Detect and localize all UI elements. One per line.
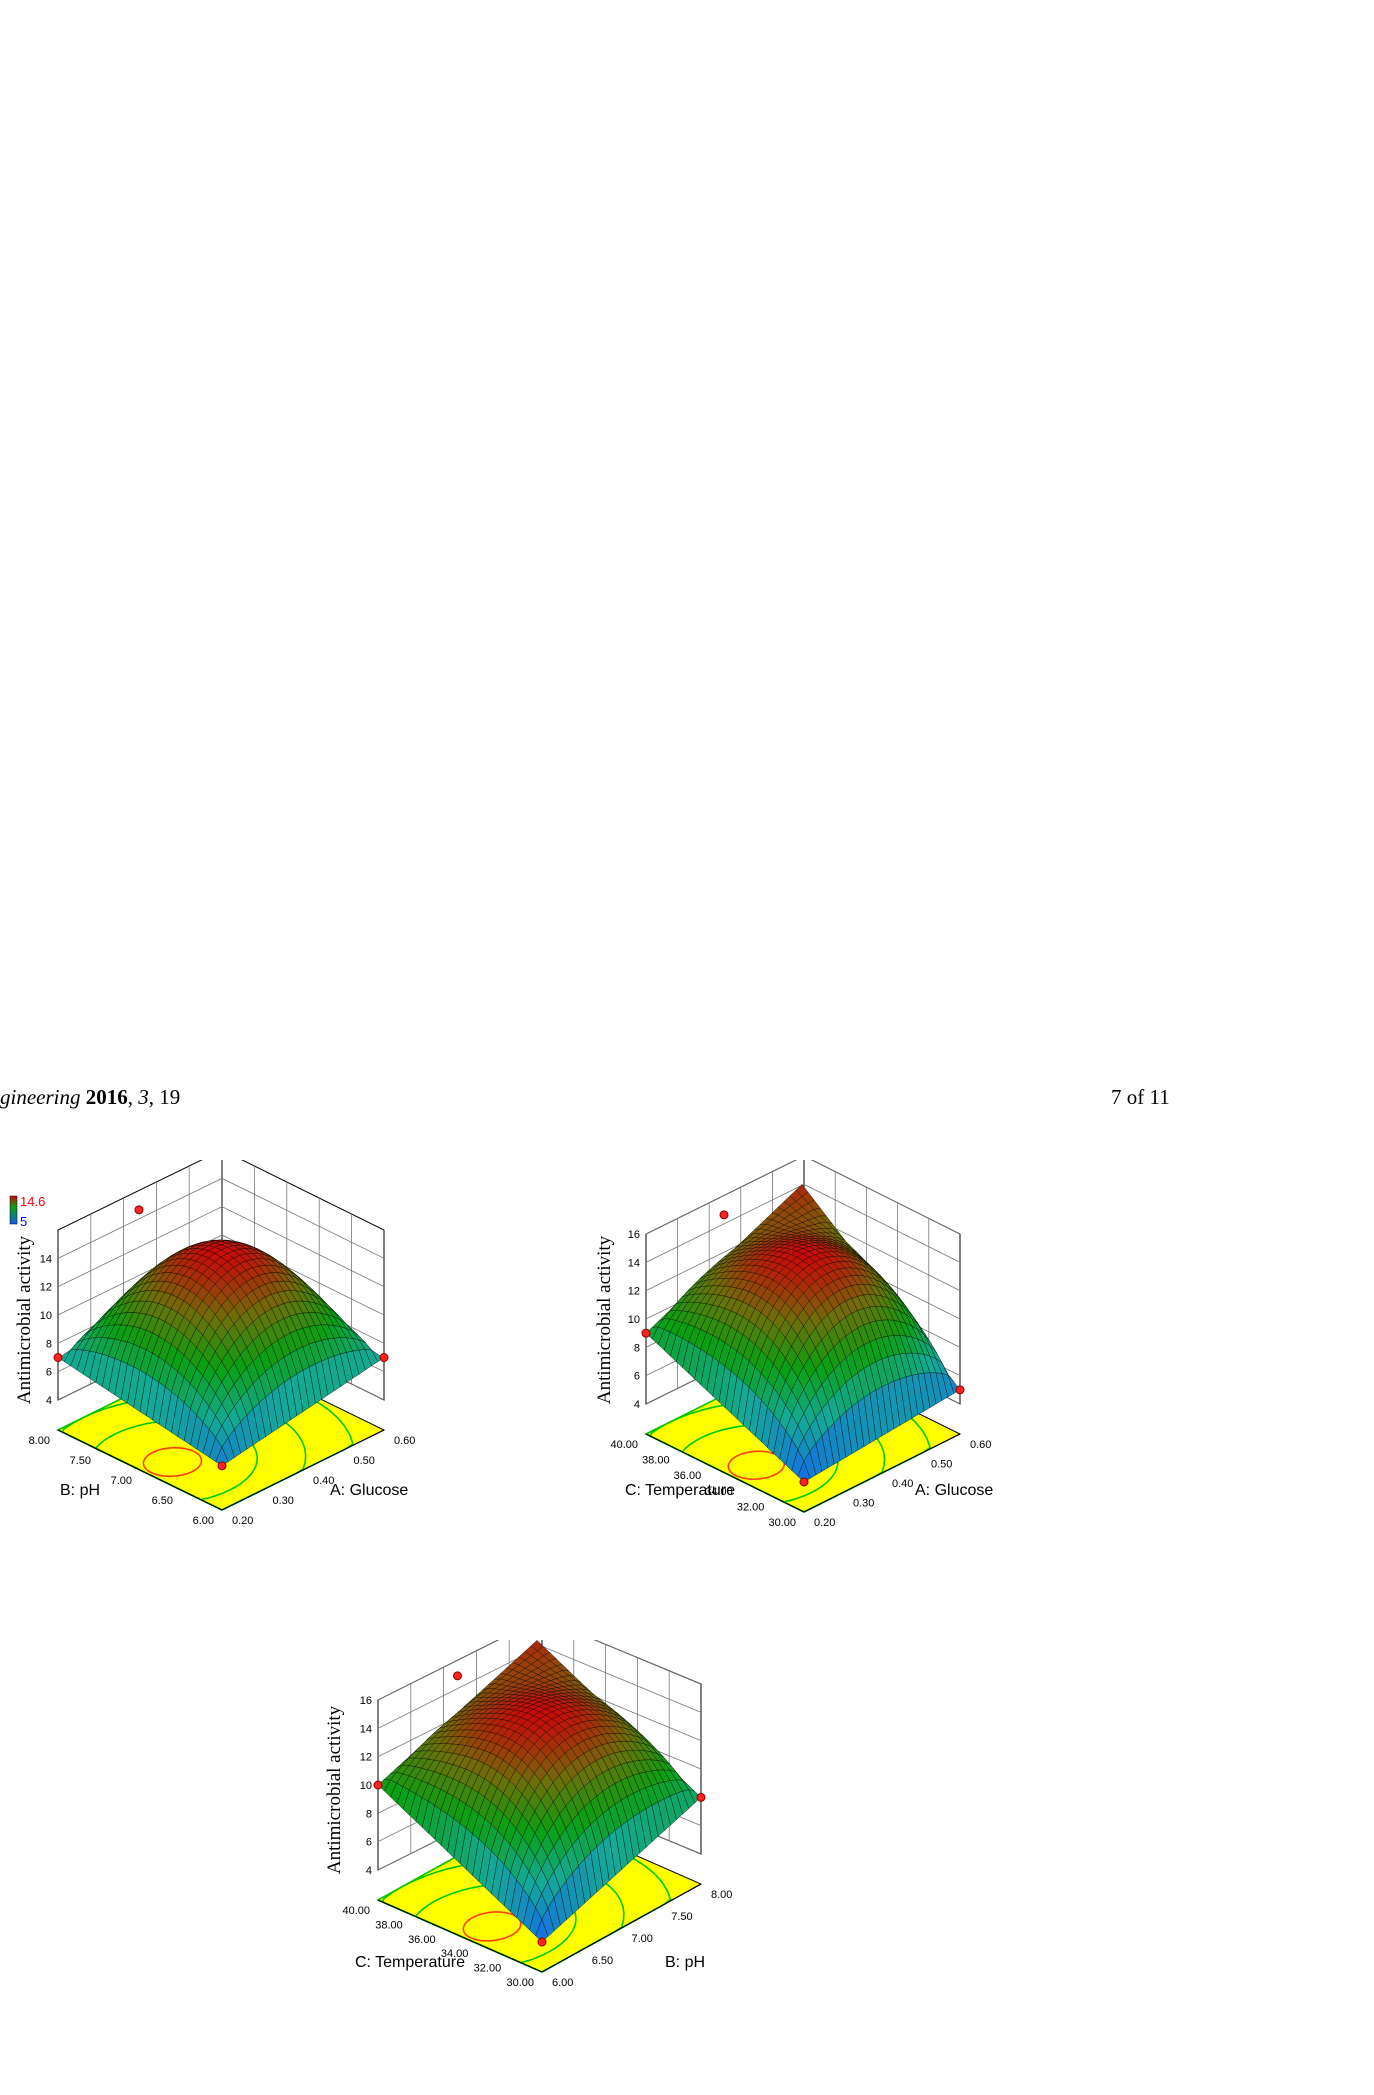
z-tick-label: 10 (40, 1310, 52, 1322)
z-tick-label: 12 (40, 1282, 52, 1294)
y-tick-label: 7.50 (70, 1455, 91, 1467)
x-tick-label: 6.00 (552, 1977, 573, 1989)
y-tick-label: 32.00 (737, 1501, 765, 1513)
z-tick-label: 16 (628, 1229, 640, 1241)
z-axis-title: Antimicrobial activity (324, 1705, 345, 1874)
surface-plot-glucose-ph: 4 6 8 10 12 14 0.20 0.30 0.40 0.50 0.60 6.00 6.50 7.0… (9, 1160, 415, 1527)
x-tick-label: 0.60 (394, 1435, 415, 1447)
y-tick-label: 6.50 (152, 1495, 173, 1507)
contour-line (462, 1911, 522, 1942)
z-tick-label: 6 (634, 1371, 640, 1383)
y-tick-label: 40.00 (610, 1439, 638, 1451)
x-tick-label: 0.50 (931, 1459, 952, 1471)
z-tick-label: 10 (360, 1780, 372, 1792)
y-tick-label: 34.00 (705, 1486, 733, 1498)
design-point (696, 1792, 706, 1802)
z-tick-label: 4 (46, 1395, 52, 1407)
z-axis-title: Antimicrobial activity (14, 1235, 35, 1404)
x-axis-title: A: Glucose (330, 1482, 408, 1499)
design-point (53, 1353, 63, 1362)
y-axis-title: C: Temperature (625, 1482, 735, 1499)
journal-volume: 3 (138, 1085, 149, 1109)
x-axis-title: B: pH (665, 1954, 705, 1971)
x-axis-title: A: Glucose (915, 1482, 993, 1499)
z-tick-label: 4 (634, 1399, 640, 1411)
z-tick-label: 14 (628, 1257, 640, 1269)
journal-name: gineering (0, 1085, 81, 1109)
design-point (641, 1328, 651, 1338)
y-tick-label: 36.00 (674, 1470, 702, 1482)
response-surface (645, 1184, 961, 1483)
z-axis-title: Antimicrobial activity (594, 1235, 615, 1404)
y-tick-label: 40.00 (342, 1905, 370, 1917)
y-tick-label: 6.00 (193, 1515, 214, 1527)
z-tick-label: 8 (634, 1342, 640, 1354)
x-tick-label: 7.50 (671, 1911, 692, 1923)
z-tick-label: 8 (366, 1808, 372, 1820)
legend-min: 5 (20, 1214, 27, 1229)
color-legend: 14.65 (9, 1194, 45, 1229)
article-number: 19 (159, 1085, 181, 1109)
design-point (217, 1461, 227, 1471)
y-axis-title: B: pH (60, 1482, 100, 1499)
design-point (719, 1210, 729, 1220)
design-point (955, 1385, 965, 1395)
x-tick-label: 0.60 (970, 1439, 991, 1451)
z-tick-label: 14 (360, 1723, 372, 1735)
z-tick-label: 16 (360, 1695, 372, 1707)
x-tick-label: 0.50 (354, 1455, 375, 1467)
z-tick-label: 8 (46, 1338, 52, 1350)
x-tick-label: 8.00 (711, 1889, 732, 1901)
page-number: 7 of 11 (1111, 1085, 1170, 1109)
design-point (134, 1205, 144, 1215)
x-tick-label: 0.30 (853, 1498, 874, 1510)
z-tick-label: 14 (40, 1253, 52, 1265)
surface-plot-ph-temperature: 4 6 8 10 12 14 16 6.00 6.50 7.00 7.50 8.00 30.00 32.0… (324, 1640, 732, 1989)
response-surface (377, 1640, 702, 1943)
y-tick-label: 8.00 (29, 1435, 50, 1447)
y-tick-label: 32.00 (474, 1963, 502, 1975)
y-tick-label: 36.00 (408, 1934, 436, 1946)
y-tick-label: 30.00 (506, 1977, 534, 1989)
x-tick-label: 0.40 (892, 1478, 913, 1490)
y-tick-label: 30.00 (768, 1517, 796, 1529)
x-tick-label: 0.30 (273, 1495, 294, 1507)
x-tick-label: 7.00 (632, 1933, 653, 1945)
surface-plot-glucose-temperature: 4 6 8 10 12 14 16 0.20 0.30 0.40 0.50 0.60 30.0032.0… (594, 1160, 993, 1529)
y-tick-label: 38.00 (375, 1919, 403, 1931)
z-tick-label: 6 (366, 1837, 372, 1849)
x-tick-label: 6.50 (592, 1955, 613, 1967)
y-tick-label: 7.00 (111, 1475, 132, 1487)
legend-max: 14.6 (20, 1194, 45, 1209)
contour-line (727, 1450, 786, 1480)
y-axis-title: C: Temperature (355, 1954, 465, 1971)
contour-line (142, 1446, 203, 1478)
page-header-citation: gineering 2016, 3, 19 (0, 1085, 181, 1109)
x-tick-label: 0.20 (232, 1515, 253, 1527)
design-point (379, 1353, 389, 1362)
design-point (537, 1937, 547, 1947)
y-tick-label: 38.00 (642, 1455, 670, 1467)
journal-year: 2016 (85, 1085, 128, 1109)
x-tick-label: 0.20 (814, 1517, 835, 1529)
z-tick-label: 12 (628, 1286, 640, 1298)
x-tick-label: 0.40 (313, 1475, 334, 1487)
design-point (373, 1780, 383, 1790)
z-tick-label: 12 (360, 1752, 372, 1764)
response-surface (57, 1239, 385, 1467)
z-tick-label: 4 (366, 1865, 372, 1877)
design-point (799, 1477, 809, 1487)
design-point (453, 1671, 462, 1681)
z-tick-label: 10 (628, 1314, 640, 1326)
y-tick-label: 34.00 (441, 1948, 469, 1960)
z-tick-label: 6 (46, 1367, 52, 1379)
